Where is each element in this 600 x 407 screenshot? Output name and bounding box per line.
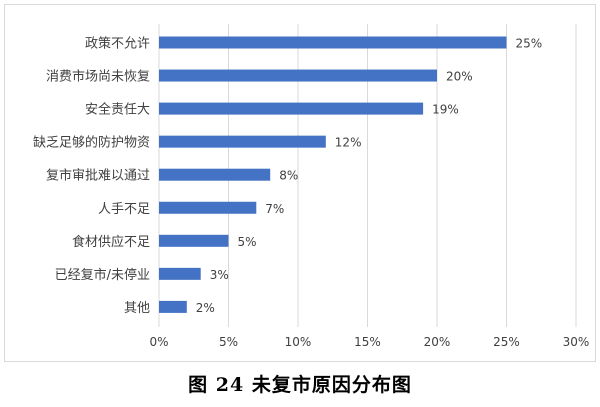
bar-chart: 政策不允许消费市场尚未恢复安全责任大缺乏足够的防护物资复市审批难以通过人手不足食… [33,24,589,349]
figure-caption: 图 24 未复市原因分布图 [188,374,412,396]
x-tick-label: 0% [149,335,168,349]
data-label: 8% [279,169,298,183]
category-label: 复市审批难以通过 [46,168,150,184]
category-label: 缺乏足够的防护物资 [33,135,150,151]
category-label: 其他 [124,301,150,316]
category-label: 已经复市/未停业 [55,267,150,283]
x-tick-label: 20% [424,335,451,349]
category-label: 消费市场尚未恢复 [46,69,150,85]
chart-frame [4,4,596,362]
x-tick-labels: 0% 5% 10% 15% 20% 25% 30% [149,335,589,349]
bar [159,234,229,247]
data-label: 5% [238,235,257,249]
x-tick-label: 15% [354,335,381,349]
bar [159,300,187,313]
bar [159,135,326,148]
x-tick-label: 25% [493,335,520,349]
data-labels: 25% 20% 19% 12% 8% 7% 5% 3% 2% [196,37,542,315]
x-tick-label: 5% [219,335,238,349]
data-label: 19% [432,103,459,117]
data-label: 20% [446,70,473,84]
bar [159,69,437,82]
bar [159,267,201,280]
data-label: 3% [210,268,229,282]
data-label: 7% [265,202,284,216]
bar [159,36,507,49]
category-labels: 政策不允许消费市场尚未恢复安全责任大缺乏足够的防护物资复市审批难以通过人手不足食… [33,36,150,316]
data-label: 12% [335,136,362,150]
data-label: 2% [196,301,215,315]
category-label: 安全责任大 [85,102,150,118]
bar [159,201,257,214]
category-label: 政策不允许 [85,36,150,52]
x-tick-label: 10% [285,335,312,349]
data-label: 25% [516,37,543,51]
bar [159,102,424,115]
bar [159,168,271,181]
category-label: 食材供应不足 [72,234,150,250]
x-tick-label: 30% [563,335,590,349]
category-label: 人手不足 [98,202,150,217]
bars [159,36,507,313]
